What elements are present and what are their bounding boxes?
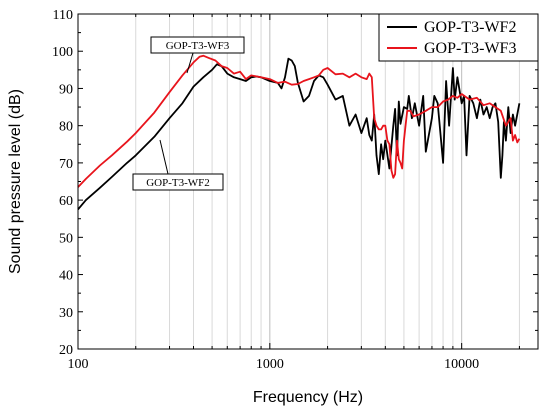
annotation-box	[132, 173, 224, 191]
tick-layer: 20 30 40 50 60 70 80 90 100 110 100 1000 10000	[52, 8, 538, 372]
y-tick-label: 40	[59, 269, 73, 284]
y-tick-label: 110	[53, 8, 73, 23]
x-tick-label: 100	[68, 357, 89, 372]
legend-box	[378, 13, 539, 62]
y-axis-label: Sound pressure level (dB)	[7, 89, 24, 274]
y-tick-label: 30	[59, 306, 73, 321]
legend-label: GOP-T3-WF3	[424, 40, 516, 57]
y-tick-label: 90	[59, 82, 73, 97]
y-tick-label: 20	[59, 343, 73, 358]
annotation-pointer	[186, 52, 194, 74]
grid-layer	[77, 14, 520, 349]
annotation-pointer	[159, 139, 169, 175]
series-line-2	[77, 54, 521, 188]
legend: GOP-T3-WF2 GOP-T3-WF3	[378, 13, 539, 62]
x-axis-label: Frequency (Hz)	[253, 389, 363, 406]
series-line-1	[77, 57, 521, 210]
y-tick-label: 60	[59, 194, 73, 209]
series-layer	[77, 54, 521, 210]
y-tick-label: 50	[59, 231, 73, 246]
annotation-text: GOP-T3-WF3	[166, 40, 230, 52]
annotation-text: GOP-T3-WF2	[146, 177, 210, 189]
legend-label: GOP-T3-WF2	[424, 19, 516, 36]
y-tick-label: 80	[59, 120, 73, 135]
y-tick-label: 100	[52, 45, 73, 60]
x-tick-label: 10000	[444, 357, 479, 372]
y-tick-label: 70	[59, 157, 73, 172]
annotation-layer: GOP-T3-WF3 GOP-T3-WF2	[132, 36, 245, 191]
x-tick-label: 1000	[256, 357, 284, 372]
annotation-box	[150, 36, 245, 54]
